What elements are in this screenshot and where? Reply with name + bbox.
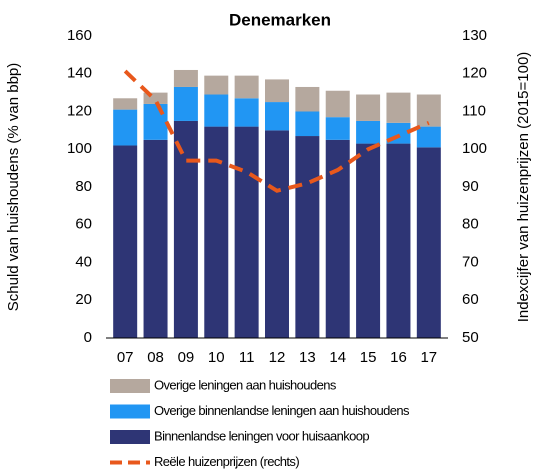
x-tick-label: 10 xyxy=(208,349,225,366)
legend-label: Binnenlandse leningen voor huisaankoop xyxy=(154,428,369,443)
legend-swatch xyxy=(110,430,150,444)
bar-segment xyxy=(325,117,350,140)
bar-segment xyxy=(386,92,411,123)
bar-segment xyxy=(204,75,229,95)
bar-segment xyxy=(173,86,198,121)
y2-tick-label: 50 xyxy=(462,329,479,346)
bar-segment xyxy=(113,98,138,110)
x-tick-label: 17 xyxy=(420,349,437,366)
chart-title: Denemarken xyxy=(229,10,331,29)
line-series xyxy=(123,69,430,193)
y2-tick-label: 60 xyxy=(462,291,479,308)
bar-segment xyxy=(356,143,381,338)
bar-segment xyxy=(416,94,441,127)
y2-tick-label: 110 xyxy=(462,102,486,119)
bar-segment xyxy=(113,145,138,338)
bar-segment xyxy=(295,111,320,137)
x-tick-label: 12 xyxy=(269,349,286,366)
x-tick-label: 14 xyxy=(329,349,346,366)
bar-segment xyxy=(416,147,441,338)
x-tick-label: 15 xyxy=(360,349,377,366)
bar-segment xyxy=(325,90,350,118)
legend-label: Reële huizenprijzen (rechts) xyxy=(154,454,299,469)
x-tick-label: 11 xyxy=(239,349,255,366)
y-tick-label: 100 xyxy=(67,140,92,157)
x-tick-label: 08 xyxy=(147,349,164,366)
x-tick-label: 07 xyxy=(117,349,134,366)
y-tick-label: 40 xyxy=(75,253,92,270)
bar-segment xyxy=(295,136,320,338)
bar-segment xyxy=(143,139,168,338)
bar-segment xyxy=(265,130,289,338)
y2-tick-label: 90 xyxy=(462,178,479,195)
y-axis-label: Schuld van huishoudens (% van bbp) xyxy=(5,63,22,312)
x-tick-label: 13 xyxy=(299,349,316,366)
bar-segment xyxy=(356,94,381,121)
bar-segment xyxy=(234,75,259,99)
bar-segment xyxy=(356,120,381,144)
y2-tick-label: 100 xyxy=(462,140,487,157)
bar-segment xyxy=(234,126,259,338)
y-tick-label: 20 xyxy=(75,291,92,308)
y-tick-label: 140 xyxy=(67,65,92,82)
bar-segment xyxy=(173,120,198,338)
bar-segment xyxy=(143,92,168,104)
bar-segment xyxy=(265,79,289,103)
legend-label: Overige binnenlandse leningen aan huisho… xyxy=(154,403,410,418)
legend-swatch xyxy=(110,379,150,393)
bar-segment xyxy=(173,69,198,87)
y2-tick-label: 80 xyxy=(462,216,479,233)
y-tick-label: 160 xyxy=(67,27,92,44)
legend-swatch xyxy=(110,404,150,419)
x-tick-label: 09 xyxy=(178,349,195,366)
bar-segment xyxy=(234,98,259,127)
y-tick-label: 80 xyxy=(75,178,92,195)
y-tick-label: 60 xyxy=(75,216,92,233)
bar-segment xyxy=(386,143,411,338)
y2-tick-label: 130 xyxy=(462,27,487,44)
y2-tick-label: 120 xyxy=(462,65,487,82)
y-tick-label: 120 xyxy=(67,102,92,119)
bar-segment xyxy=(265,102,289,131)
y-tick-label: 0 xyxy=(84,329,92,346)
bar-segment xyxy=(204,94,229,127)
bar-segment xyxy=(416,126,441,148)
bar-segment xyxy=(113,109,138,146)
y2-tick-label: 70 xyxy=(462,253,479,270)
legend-label: Overige leningen aan huishoudens xyxy=(154,377,337,392)
bar-segment xyxy=(204,126,229,338)
bar-segment xyxy=(295,86,320,112)
y2-axis-label: Indexcijfer van huizenprijzen (2015=100) xyxy=(515,52,532,323)
x-tick-label: 16 xyxy=(390,349,407,366)
bar-segment xyxy=(143,103,168,140)
